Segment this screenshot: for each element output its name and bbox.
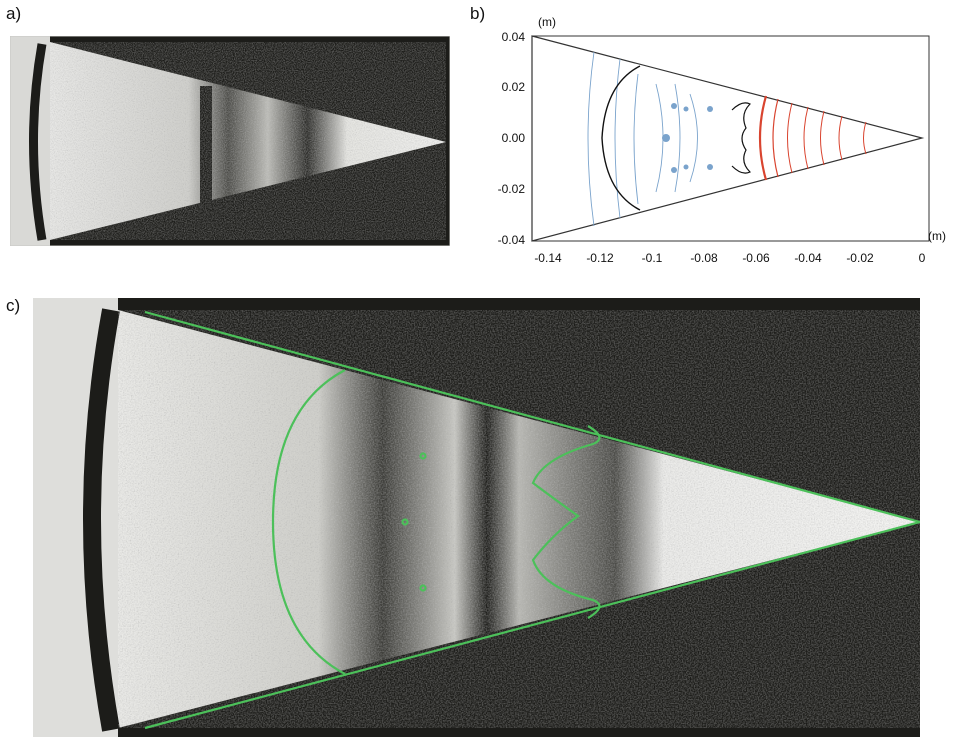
y-tick: 0.04 <box>502 30 526 44</box>
x-tick: 0 <box>919 251 926 265</box>
panel-a-label: a) <box>6 4 22 23</box>
y-tick: -0.04 <box>498 233 526 247</box>
x-tick: -0.08 <box>690 251 718 265</box>
blue-contours <box>587 51 698 227</box>
x-tick: -0.1 <box>642 251 663 265</box>
panel-a-schlieren <box>10 36 450 246</box>
panel-b-svg: (m) (m) 0.04 0.02 0.00 -0.02 -0.04 -0.14… <box>498 15 946 265</box>
plot-frame <box>531 35 930 242</box>
green-overlay-contours <box>144 310 920 730</box>
y-tick: 0.00 <box>502 131 526 145</box>
cone-boundary <box>531 35 925 242</box>
y-tick: -0.02 <box>498 182 526 196</box>
x-tick: -0.04 <box>794 251 822 265</box>
panel-c-image <box>33 298 920 737</box>
panel-b-label: b) <box>470 4 486 23</box>
x-tick: -0.14 <box>534 251 562 265</box>
shock-contour <box>601 65 641 211</box>
y-tick: 0.02 <box>502 80 526 94</box>
blue-spots <box>662 103 713 173</box>
red-contours <box>758 95 867 181</box>
x-unit-label: (m) <box>928 229 946 243</box>
panel-c-label: c) <box>6 296 21 315</box>
panel-b-plot: (m) (m) 0.04 0.02 0.00 -0.02 -0.04 -0.14… <box>470 4 953 274</box>
panel-a-image <box>10 36 450 246</box>
panel-c-schlieren <box>33 298 920 737</box>
x-tick: -0.06 <box>742 251 770 265</box>
y-unit-label: (m) <box>538 15 556 29</box>
x-tick: -0.02 <box>846 251 874 265</box>
x-tick: -0.12 <box>586 251 614 265</box>
mach-stem-contour <box>731 102 752 174</box>
